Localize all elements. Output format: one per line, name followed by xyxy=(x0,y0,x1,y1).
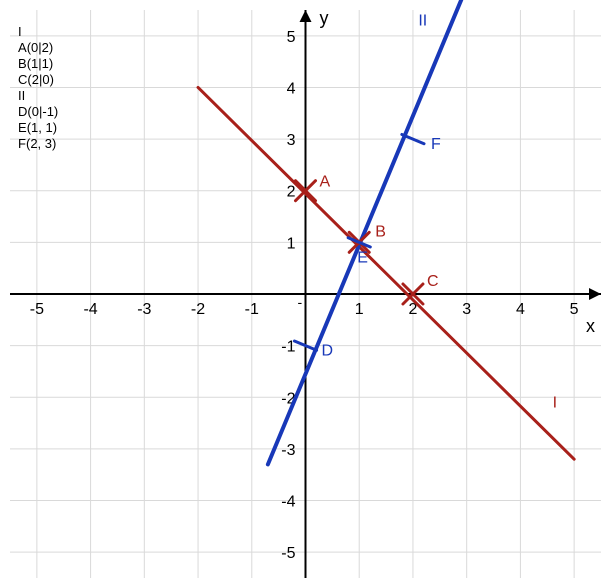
extra-text-0: - xyxy=(297,294,302,310)
legend-line-5: D(0|-1) xyxy=(18,104,58,119)
svg-text:3: 3 xyxy=(462,301,471,318)
legend-line-7: F(2, 3) xyxy=(18,136,56,151)
legend-line-0: I xyxy=(18,24,22,39)
svg-text:3: 3 xyxy=(287,132,296,149)
svg-text:-3: -3 xyxy=(137,301,151,318)
point-label-B: B xyxy=(375,223,386,240)
point-label-E: E xyxy=(357,249,368,266)
svg-text:5: 5 xyxy=(287,29,296,46)
svg-text:1: 1 xyxy=(355,301,364,318)
legend-line-1: A(0|2) xyxy=(18,40,53,55)
svg-text:4: 4 xyxy=(287,80,296,97)
legend-line-6: E(1, 1) xyxy=(18,120,57,135)
series-label-I: I xyxy=(553,395,557,412)
y-axis-label: y xyxy=(320,8,329,28)
series-label-II: II xyxy=(418,12,427,29)
svg-text:-4: -4 xyxy=(281,494,295,511)
x-axis-label: x xyxy=(586,316,595,336)
point-label-D: D xyxy=(322,343,334,360)
point-label-C: C xyxy=(427,273,439,290)
coordinate-chart: -5-4-3-2-112345-5-4-3-2-112345xyIIIABCDE… xyxy=(0,0,611,588)
legend-line-3: C(2|0) xyxy=(18,72,54,87)
svg-text:4: 4 xyxy=(516,301,525,318)
svg-text:-5: -5 xyxy=(30,301,44,318)
svg-text:-3: -3 xyxy=(281,442,295,459)
svg-text:-1: -1 xyxy=(245,301,259,318)
svg-text:-2: -2 xyxy=(191,301,205,318)
svg-text:-4: -4 xyxy=(83,301,97,318)
svg-text:5: 5 xyxy=(570,301,579,318)
point-label-F: F xyxy=(431,136,441,153)
svg-text:2: 2 xyxy=(287,184,296,201)
legend-line-2: B(1|1) xyxy=(18,56,53,71)
svg-text:1: 1 xyxy=(287,235,296,252)
point-label-A: A xyxy=(320,174,331,191)
legend-line-4: II xyxy=(18,88,25,103)
svg-text:-5: -5 xyxy=(281,545,295,562)
